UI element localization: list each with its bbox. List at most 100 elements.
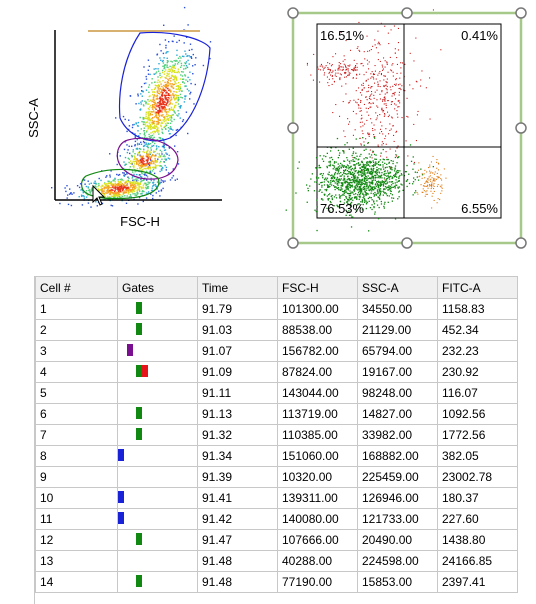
x-axis-label: FSC-H <box>120 214 160 229</box>
ssc-cell: 225459.00 <box>357 466 438 488</box>
cell-cell: 10 <box>35 487 118 509</box>
table-row[interactable]: 6 91.13 113719.00 14827.00 1092.56 <box>35 403 518 425</box>
resize-handle-right[interactable] <box>515 122 527 134</box>
table-row[interactable]: 12 91.47 107666.00 20490.00 1438.80 <box>35 529 518 551</box>
table-row[interactable]: 14 91.48 77190.00 15853.00 2397.41 <box>35 571 518 593</box>
quadrant-plot[interactable]: 16.51% 0.41% 76.53% 6.55% <box>280 0 536 254</box>
ssc-cell: 224598.00 <box>357 550 438 572</box>
ssc-cell: 121733.00 <box>357 508 438 530</box>
fsc-cell: 40288.00 <box>277 550 358 572</box>
plot-area <box>316 23 502 219</box>
table-row[interactable]: 7 91.32 110385.00 33982.00 1772.56 <box>35 424 518 446</box>
column-header-fitc-a[interactable]: FITC-A <box>437 276 518 299</box>
table-row[interactable]: 13 91.48 40288.00 224598.00 24166.85 <box>35 550 518 572</box>
time-cell: 91.32 <box>197 424 278 446</box>
gates-cell <box>117 382 198 404</box>
quadrant-top-left-percent: 16.51% <box>320 28 365 43</box>
gate-indicator-red <box>142 365 148 377</box>
time-cell: 91.39 <box>197 466 278 488</box>
fsc-cell: 77190.00 <box>277 571 358 593</box>
cell-cell: 5 <box>35 382 118 404</box>
fitc-cell: 230.92 <box>437 361 518 383</box>
fsc-cell: 139311.00 <box>277 487 358 509</box>
table-row[interactable]: 4 91.09 87824.00 19167.00 230.92 <box>35 361 518 383</box>
column-header-time[interactable]: Time <box>197 276 278 299</box>
gates-cell <box>117 340 198 362</box>
resize-handle-bottom-right[interactable] <box>515 237 527 249</box>
table-row[interactable]: 1 91.79 101300.00 34550.00 1158.83 <box>35 298 518 320</box>
cell-events-table-container[interactable]: Cell # Gates Time FSC-H SSC-A FITC-A 1 91… <box>34 276 536 604</box>
blue-gate[interactable] <box>118 31 211 142</box>
cell-cell: 13 <box>35 550 118 572</box>
table-row[interactable]: 11 91.42 140080.00 121733.00 227.60 <box>35 508 518 530</box>
gates-cell <box>117 529 198 551</box>
fitc-cell: 24166.85 <box>437 550 518 572</box>
table-body: 1 91.79 101300.00 34550.00 1158.83 2 91.03 8853… <box>35 298 518 593</box>
table-row[interactable]: 2 91.03 88538.00 21129.00 452.34 <box>35 319 518 341</box>
gates-cell <box>117 571 198 593</box>
ssc-cell: 126946.00 <box>357 487 438 509</box>
time-cell: 91.47 <box>197 529 278 551</box>
table-row[interactable]: 9 91.39 10320.00 225459.00 23002.78 <box>35 466 518 488</box>
purple-gate[interactable] <box>116 137 179 180</box>
gates-cell <box>117 361 198 383</box>
gates-cell <box>117 445 198 467</box>
time-cell: 91.11 <box>197 382 278 404</box>
gate-indicator-green <box>136 407 142 419</box>
mouse-cursor-icon <box>92 184 106 206</box>
gates-cell <box>117 508 198 530</box>
time-cell: 91.34 <box>197 445 278 467</box>
gate-indicator-green <box>136 575 142 587</box>
ssc-cell: 20490.00 <box>357 529 438 551</box>
time-cell: 91.79 <box>197 298 278 320</box>
fitc-cell: 382.05 <box>437 445 518 467</box>
gates-cell <box>117 550 198 572</box>
resize-handle-top[interactable] <box>401 7 413 19</box>
resize-handle-top-left[interactable] <box>287 7 299 19</box>
cell-cell: 1 <box>35 298 118 320</box>
ssc-cell: 21129.00 <box>357 319 438 341</box>
gate-indicator-blue <box>118 449 124 461</box>
ssc-cell: 14827.00 <box>357 403 438 425</box>
fitc-cell: 1438.80 <box>437 529 518 551</box>
quadrant-top-right-percent: 0.41% <box>461 28 498 43</box>
ssc-cell: 65794.00 <box>357 340 438 362</box>
resize-handle-top-right[interactable] <box>515 7 527 19</box>
column-header-gates[interactable]: Gates <box>117 276 198 299</box>
ssc-cell: 168882.00 <box>357 445 438 467</box>
column-header-cell-number[interactable]: Cell # <box>35 276 118 299</box>
ssc-cell: 98248.00 <box>357 382 438 404</box>
green-gate[interactable] <box>80 168 160 200</box>
table-row[interactable]: 5 91.11 143044.00 98248.00 116.07 <box>35 382 518 404</box>
fitc-cell: 452.34 <box>437 319 518 341</box>
table-row[interactable]: 3 91.07 156782.00 65794.00 232.23 <box>35 340 518 362</box>
fitc-cell: 227.60 <box>437 508 518 530</box>
cell-cell: 11 <box>35 508 118 530</box>
time-cell: 91.07 <box>197 340 278 362</box>
cell-cell: 14 <box>35 571 118 593</box>
fitc-cell: 1772.56 <box>437 424 518 446</box>
column-header-ssc-a[interactable]: SSC-A <box>357 276 438 299</box>
gate-indicator-blue <box>118 491 124 503</box>
resize-handle-bottom[interactable] <box>401 237 413 249</box>
gate-indicator-green <box>136 302 142 314</box>
fsc-cell: 87824.00 <box>277 361 358 383</box>
table-row[interactable]: 10 91.41 139311.00 126946.00 180.37 <box>35 487 518 509</box>
gates-cell <box>117 424 198 446</box>
resize-handle-bottom-left[interactable] <box>287 237 299 249</box>
column-header-fsc-h[interactable]: FSC-H <box>277 276 358 299</box>
quadrant-bottom-left-percent: 76.53% <box>320 201 365 216</box>
fitc-cell: 232.23 <box>437 340 518 362</box>
scatter-plot[interactable]: FSC-H SSC-A <box>0 0 270 240</box>
cell-cell: 4 <box>35 361 118 383</box>
fitc-cell: 180.37 <box>437 487 518 509</box>
quadrant-plot-panel[interactable]: 16.51% 0.41% 76.53% 6.55% <box>280 0 536 254</box>
quadrant-bottom-right-percent: 6.55% <box>461 201 498 216</box>
time-cell: 91.03 <box>197 319 278 341</box>
fitc-cell: 1092.56 <box>437 403 518 425</box>
table-row[interactable]: 8 91.34 151060.00 168882.00 382.05 <box>35 445 518 467</box>
gate-indicator-green <box>136 323 142 335</box>
fsc-cell: 113719.00 <box>277 403 358 425</box>
resize-handle-left[interactable] <box>287 122 299 134</box>
scatter-plot-panel[interactable]: FSC-H SSC-A <box>0 0 270 240</box>
